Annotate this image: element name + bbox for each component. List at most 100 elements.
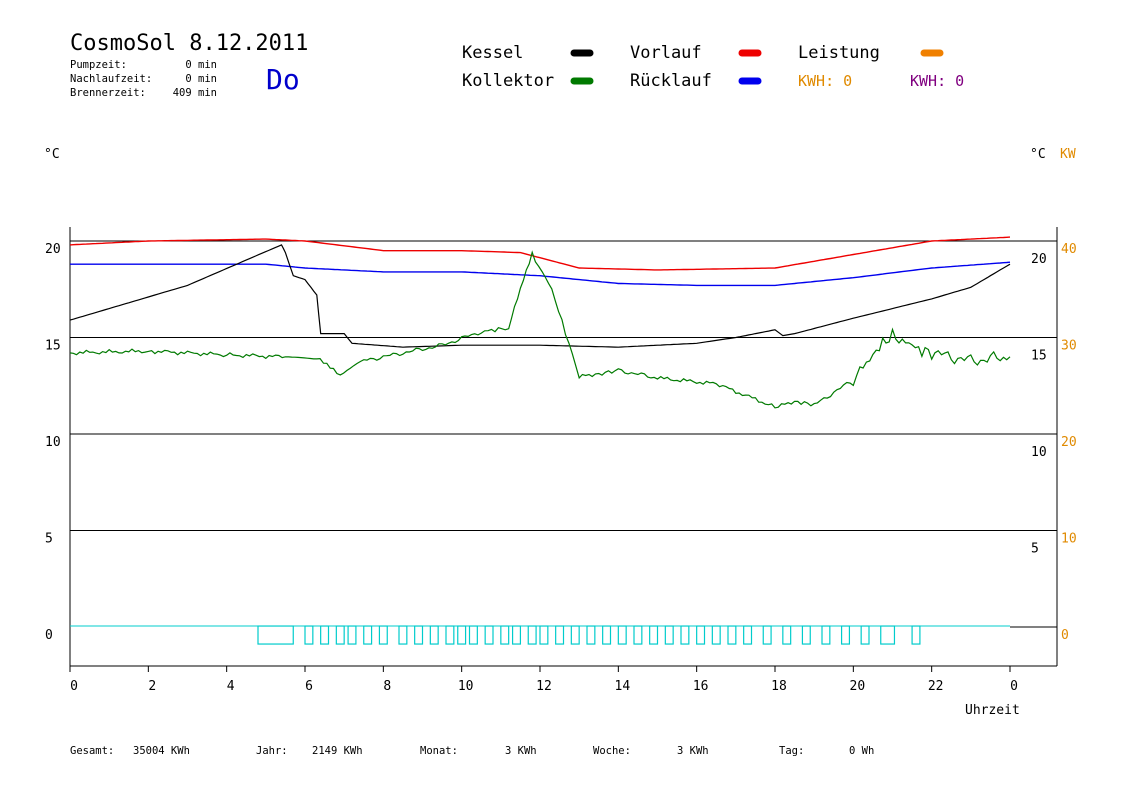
footer-totals: Gesamt: 35004 KWh Jahr: 2149 KWh Monat: 3 KWh… xyxy=(70,745,874,757)
x-tick-label: 0 xyxy=(70,679,78,694)
pump-pulse xyxy=(378,625,388,645)
x-tick-label: 2 xyxy=(148,679,156,694)
pump-pulse xyxy=(711,625,721,645)
legend-kollektor-label: Kollektor xyxy=(462,71,554,91)
pump-pulse xyxy=(500,625,510,645)
pump-pulse xyxy=(304,625,314,645)
footer-value: 3 KWh xyxy=(677,745,709,757)
pump-pulse xyxy=(821,625,831,645)
y-tick-labels: 20 15 10 5 0 20 15 10 5 40 30 20 10 0 xyxy=(45,242,1077,643)
y-tick-left: 10 xyxy=(45,435,61,450)
footer-value: 3 KWh xyxy=(505,745,537,757)
x-tick-label: 22 xyxy=(928,679,944,694)
y-tick-kw: 40 xyxy=(1061,242,1077,257)
pump-pulse xyxy=(398,625,408,645)
pump-pulse xyxy=(762,625,772,645)
legend-vorlauf-label: Vorlauf xyxy=(630,43,702,63)
x-tick-labels: 0 2 4 6 8 10 12 14 16 18 20 22 0 xyxy=(69,666,1018,694)
footer-label: Gesamt: xyxy=(70,745,114,757)
x-tick-label: 4 xyxy=(227,679,235,694)
brennerzeit-label: Brennerzeit: xyxy=(70,87,146,99)
legend-ruecklauf-label: Rücklauf xyxy=(630,71,712,91)
y-tick-kw: 10 xyxy=(1061,532,1077,547)
series-kollektor-line xyxy=(69,250,1011,409)
x-tick-label: 8 xyxy=(383,679,391,694)
series-vorlauf-line xyxy=(69,236,1011,271)
x-tick-label: 14 xyxy=(615,679,631,694)
pump-pulse xyxy=(840,625,851,645)
y-tick-left: 15 xyxy=(45,339,61,354)
pump-pulse xyxy=(257,625,294,645)
weekday-label: Do xyxy=(266,63,300,96)
pump-pulse xyxy=(860,625,870,645)
y-tick-right: 15 xyxy=(1031,349,1047,364)
y-tick-right: 5 xyxy=(1031,542,1039,557)
footer-label: Monat: xyxy=(420,745,458,757)
footer-value: 2149 KWh xyxy=(312,745,363,757)
nachlaufzeit-label: Nachlaufzeit: xyxy=(70,73,152,85)
footer-value: 35004 KWh xyxy=(133,745,190,757)
y-tick-kw: 20 xyxy=(1061,435,1077,450)
footer-value: 0 Wh xyxy=(849,745,874,757)
pump-pulse xyxy=(801,625,811,645)
y-tick-kw: 0 xyxy=(1061,628,1069,643)
pump-pulse xyxy=(539,625,549,645)
pump-pulse xyxy=(696,625,706,645)
x-tick-label: 20 xyxy=(850,679,866,694)
pump-pulse xyxy=(414,625,424,645)
pump-pulse xyxy=(555,625,565,645)
brennerzeit-value: 409 min xyxy=(173,87,217,99)
y-tick-left: 5 xyxy=(45,532,53,547)
pump-pulse xyxy=(429,625,439,645)
pump-pulse xyxy=(617,625,627,645)
right-unit-label: °C xyxy=(1030,147,1046,162)
y-tick-left: 0 xyxy=(45,628,53,643)
grid-lines xyxy=(70,240,1057,628)
data-series xyxy=(69,236,1011,409)
series-ruecklauf-line xyxy=(70,261,1011,287)
kwh-orange-label: KWH: 0 xyxy=(798,72,852,90)
footer-label: Tag: xyxy=(779,745,804,757)
x-tick-label: 12 xyxy=(536,679,552,694)
pump-pulse xyxy=(649,625,659,645)
left-unit-label: °C xyxy=(44,147,60,162)
pump-pulse xyxy=(320,625,330,645)
x-tick-label: 6 xyxy=(305,679,313,694)
pump-pulse xyxy=(570,625,580,645)
chart-title: CosmoSol 8.12.2011 xyxy=(70,31,308,56)
pump-pulse xyxy=(664,625,674,645)
x-tick-label: 18 xyxy=(771,679,787,694)
series-kessel-line xyxy=(69,244,1011,348)
pump-pulse xyxy=(727,625,737,645)
pumpzeit-value: 0 min xyxy=(185,59,217,71)
pump-pulse xyxy=(335,625,345,645)
pump-pulse xyxy=(880,625,896,645)
pump-pulse xyxy=(633,625,643,645)
y-tick-left: 20 xyxy=(45,242,61,257)
pump-activity xyxy=(70,625,1010,645)
pump-pulse xyxy=(527,625,537,645)
x-tick-label: 10 xyxy=(458,679,474,694)
nachlaufzeit-value: 0 min xyxy=(185,73,217,85)
pump-pulse xyxy=(511,625,522,645)
x-tick-label: 16 xyxy=(693,679,709,694)
pumpzeit-label: Pumpzeit: xyxy=(70,59,127,71)
right-unit-kw-label: KW xyxy=(1060,147,1076,162)
legend-leistung-label: Leistung xyxy=(798,43,880,63)
pump-pulse xyxy=(782,625,792,645)
pump-pulse xyxy=(743,625,753,645)
y-tick-kw: 30 xyxy=(1061,339,1077,354)
x-tick-label: 0 xyxy=(1010,679,1018,694)
footer-label: Jahr: xyxy=(256,745,288,757)
pump-pulse xyxy=(680,625,690,645)
pump-pulse xyxy=(468,625,478,645)
pump-pulse xyxy=(347,625,357,645)
kwh-purple-label: KWH: 0 xyxy=(910,72,964,90)
pump-pulse xyxy=(586,625,596,645)
pump-pulse xyxy=(457,625,467,645)
x-axis-label: Uhrzeit xyxy=(965,703,1020,718)
y-tick-right: 20 xyxy=(1031,252,1047,267)
y-tick-right: 10 xyxy=(1031,445,1047,460)
pump-pulse xyxy=(484,625,494,645)
